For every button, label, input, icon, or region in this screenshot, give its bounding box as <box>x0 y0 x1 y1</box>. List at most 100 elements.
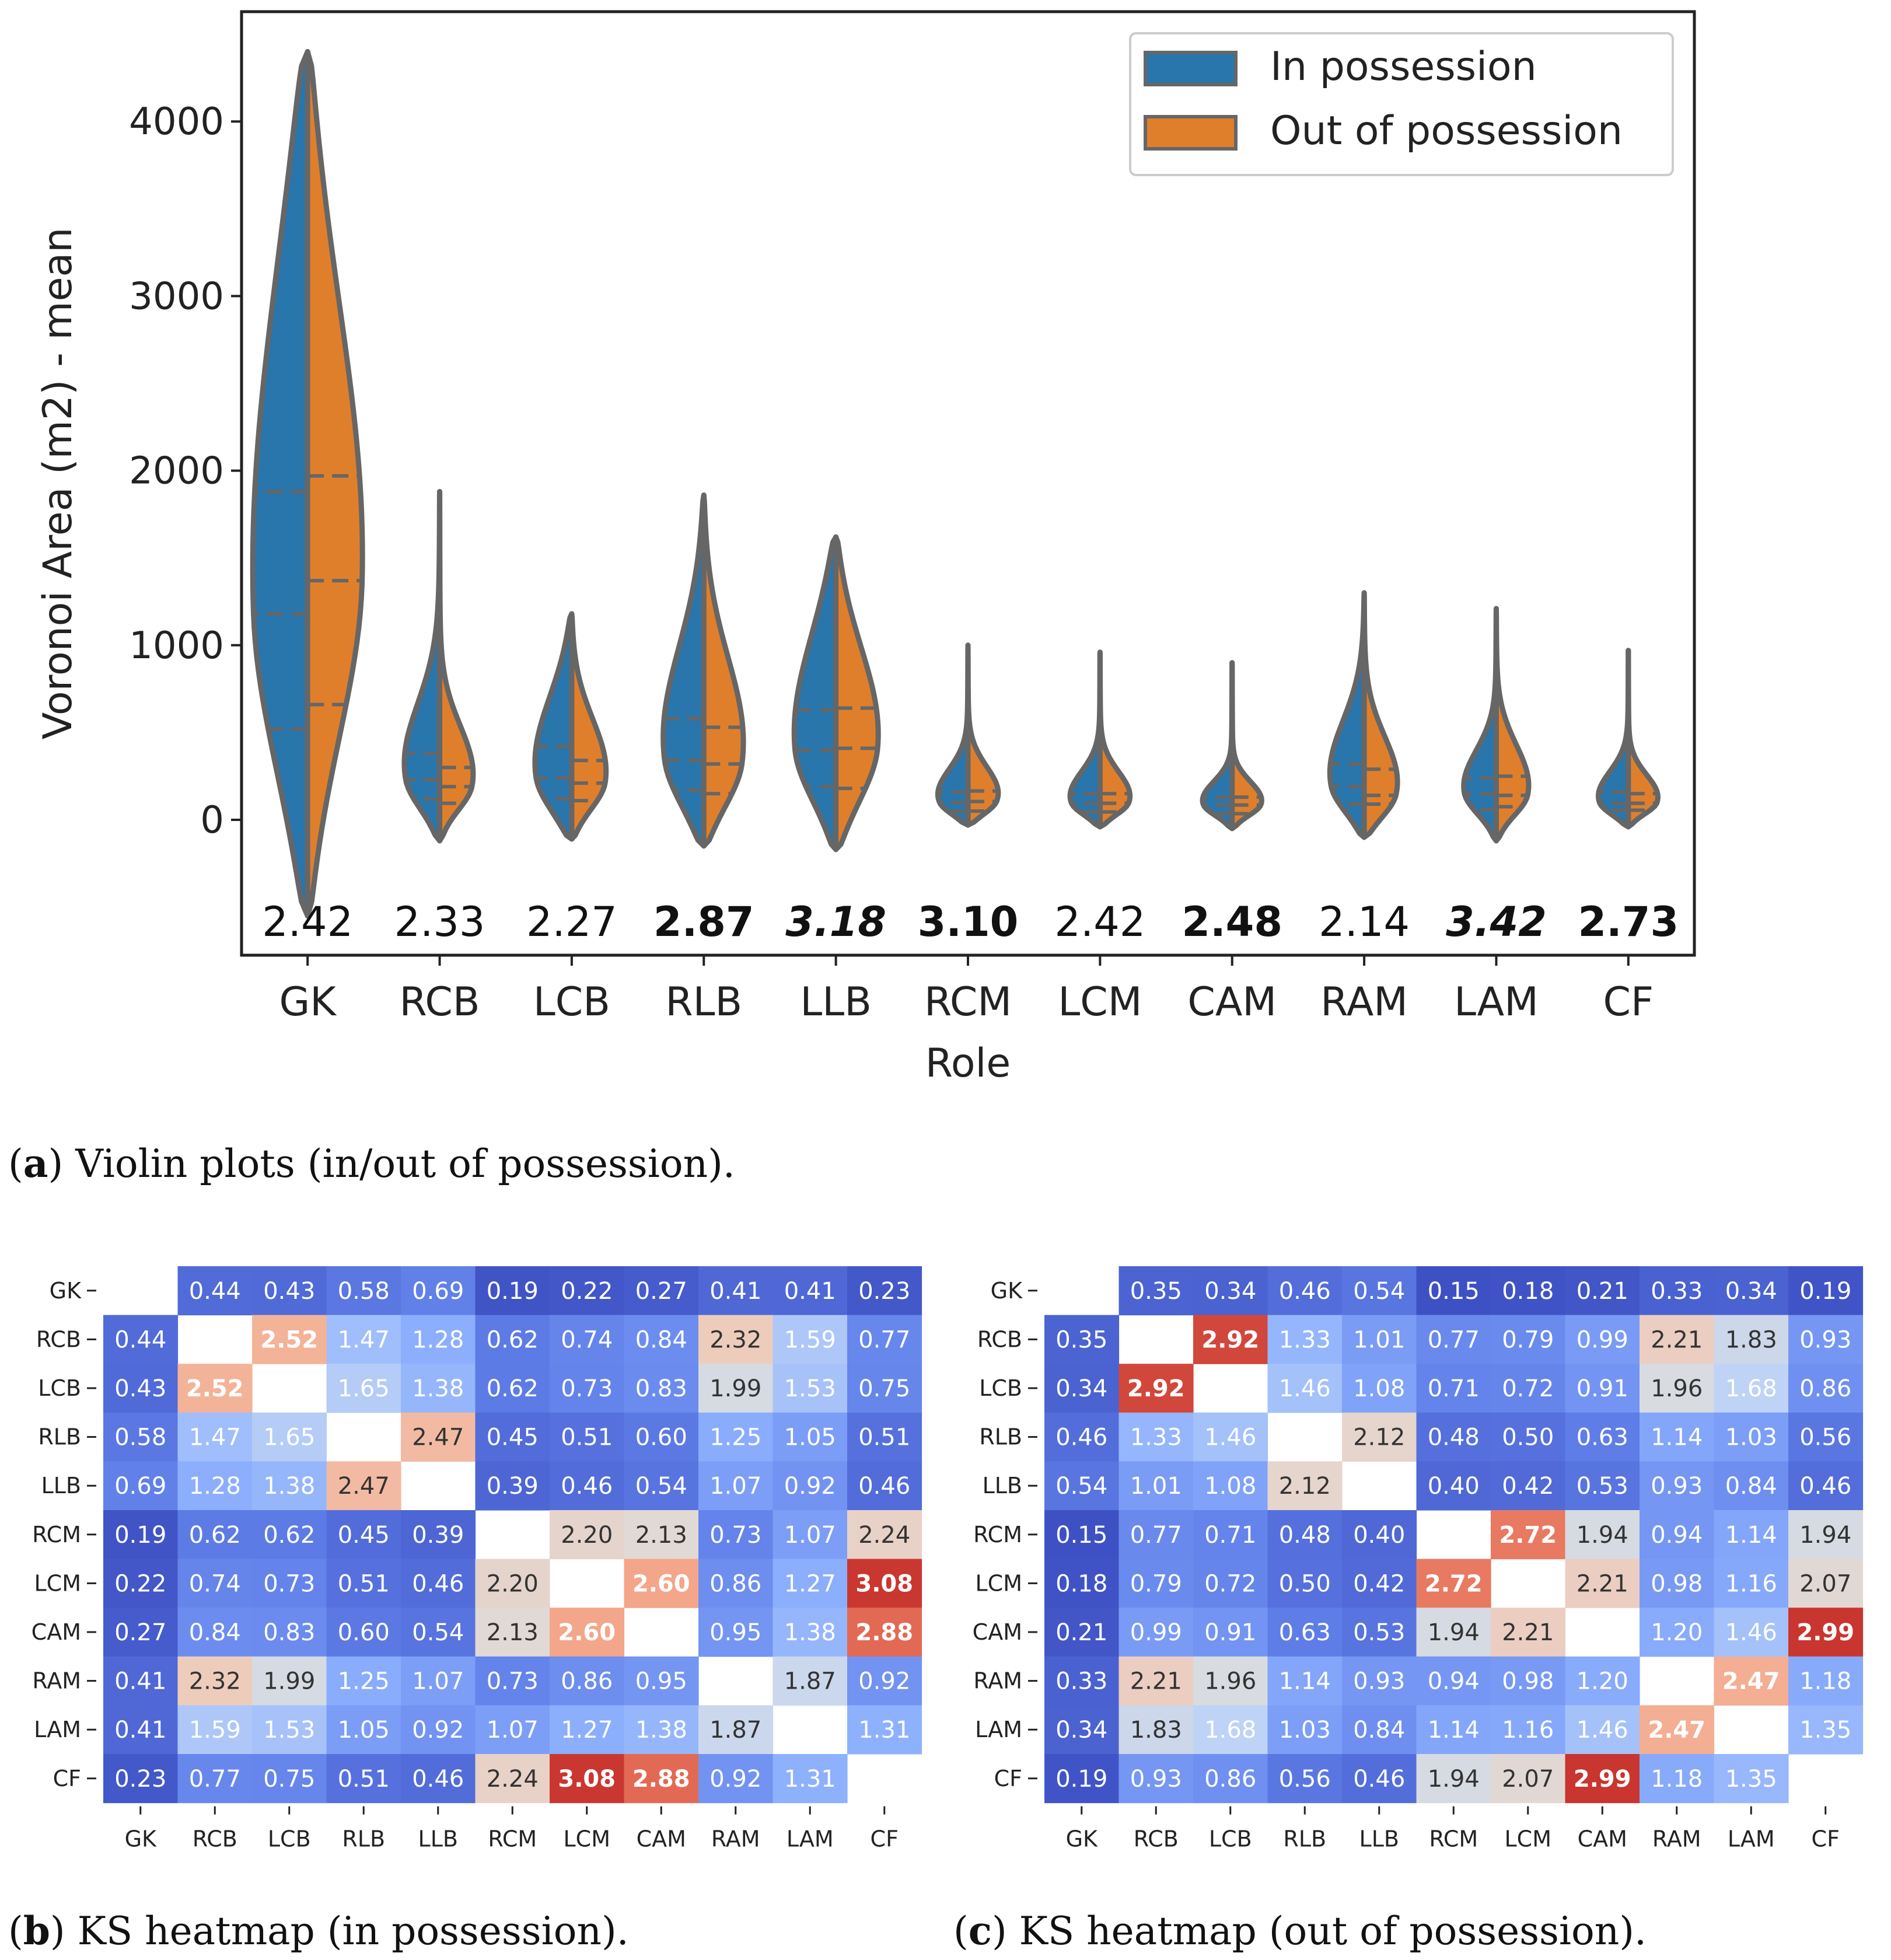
heatmap-cell <box>1044 1705 1120 1755</box>
heatmap-cell-value: 2.13 <box>635 1522 687 1549</box>
heatmap-cell <box>1044 1461 1120 1511</box>
heatmap-cell <box>1342 1559 1417 1608</box>
heatmap-cell-value: 0.56 <box>1279 1766 1331 1793</box>
heatmap-cell <box>1491 1608 1566 1657</box>
heatmap-cell-value: 0.62 <box>263 1522 315 1549</box>
in-possession-violin-half <box>1067 649 1103 830</box>
heatmap-cell-value: 1.07 <box>709 1473 761 1500</box>
heatmap-cell <box>177 1364 253 1413</box>
heatmap-cell <box>1118 1656 1194 1706</box>
heatmap-cell <box>401 1315 476 1364</box>
heatmap-cell <box>401 1412 476 1462</box>
heatmap-cell <box>847 1656 922 1706</box>
heatmap-cell <box>1118 1266 1194 1316</box>
heatmap-cell <box>1565 1266 1640 1316</box>
heatmap-cell <box>1416 1364 1491 1413</box>
heatmap-cell <box>1788 1705 1864 1755</box>
col-label-rlb: RLB <box>1283 1826 1326 1852</box>
heatmap-cell <box>1565 1705 1640 1755</box>
heatmap-cell-value: 0.51 <box>338 1766 390 1793</box>
caption-b: (b) KS heatmap (in possession). <box>8 1908 629 1954</box>
heatmap-cell <box>1342 1510 1417 1560</box>
heatmap-cell-value: 0.74 <box>561 1326 613 1353</box>
heatmap-cell <box>624 1705 699 1755</box>
heatmap-cell <box>326 1656 401 1706</box>
heatmap-cell <box>624 1364 699 1413</box>
heatmap-cell <box>103 1754 179 1804</box>
heatmap-cell <box>1044 1656 1120 1706</box>
heatmap-cell <box>326 1608 401 1657</box>
y-tick-label: 1000 <box>129 624 224 668</box>
heatmap-cell-value: 0.53 <box>1353 1619 1405 1646</box>
col-label-rcb: RCB <box>193 1826 237 1852</box>
y-axis-label: Voronoi Area (m2) - mean <box>35 228 81 739</box>
heatmap-cell <box>1267 1754 1343 1804</box>
heatmap-cell-value: 0.71 <box>1204 1522 1256 1549</box>
ks-annotation-gk: 2.42 <box>262 898 353 946</box>
col-label-rcm: RCM <box>1429 1826 1478 1852</box>
heatmap-cell <box>1342 1754 1417 1804</box>
heatmap-cell <box>1342 1315 1417 1364</box>
heatmap-cell <box>1342 1656 1417 1706</box>
heatmap-cell <box>475 1559 550 1608</box>
heatmap-cell <box>177 1656 253 1706</box>
heatmap-cell <box>1267 1461 1343 1511</box>
x-tick-label-rlb: RLB <box>665 979 742 1025</box>
heatmap-cell-value: 0.46 <box>1055 1424 1107 1451</box>
heatmap-cell-value: 0.95 <box>709 1619 761 1646</box>
heatmap-cell <box>177 1510 253 1560</box>
heatmap-cell <box>252 1266 327 1316</box>
heatmap-cell-value: 0.51 <box>561 1424 613 1451</box>
heatmap-cell-value: 0.86 <box>1799 1375 1851 1402</box>
heatmap-cell <box>1788 1315 1864 1364</box>
ks-annotation-cam: 2.48 <box>1182 898 1282 946</box>
heatmap-cell <box>1565 1315 1640 1364</box>
heatmap-cell-value: 0.46 <box>412 1766 464 1793</box>
heatmap-cell-value: 0.40 <box>1353 1522 1405 1549</box>
plot-frame <box>240 10 1696 957</box>
heatmap-cell-value: 0.54 <box>1055 1473 1107 1500</box>
col-label-cam: CAM <box>637 1826 686 1852</box>
heatmap-cell <box>103 1656 179 1706</box>
heatmap-cell <box>1044 1315 1120 1364</box>
heatmap-cell-value: 1.47 <box>189 1424 241 1451</box>
heatmap-cell <box>401 1656 476 1706</box>
heatmap-cell <box>326 1754 401 1804</box>
heatmap-cell-value: 2.21 <box>1502 1619 1554 1646</box>
heatmap-cell <box>1491 1705 1566 1755</box>
heatmap-cell-value: 2.12 <box>1353 1424 1405 1451</box>
heatmap-cell-value: 0.46 <box>858 1473 910 1500</box>
legend: In possession Out of possession <box>1129 32 1674 176</box>
heatmap-cell <box>1044 1608 1120 1657</box>
out-possession-violin-half <box>305 49 365 919</box>
ks-annotation-rlb: 2.87 <box>653 898 754 946</box>
heatmap-cell <box>698 1461 774 1511</box>
heatmap-cell-value: 0.44 <box>189 1278 241 1305</box>
heatmap-cell <box>1788 1266 1864 1316</box>
heatmap-cell <box>698 1608 774 1657</box>
heatmap-cell-value: 0.95 <box>635 1668 687 1695</box>
col-label-llb: LLB <box>418 1826 458 1852</box>
heatmap-cell <box>177 1559 253 1608</box>
out-possession-violin-half <box>1097 649 1133 830</box>
row-label-cf: CF <box>53 1766 81 1791</box>
heatmap-cell <box>773 1315 848 1364</box>
heatmap-cell <box>475 1364 550 1413</box>
heatmap-cell <box>1118 1559 1194 1608</box>
heatmap-cell-value: 0.19 <box>114 1522 166 1549</box>
in-possession-violin-half <box>401 489 443 844</box>
heatmap-cell <box>252 1705 327 1755</box>
heatmap-cell-value: 0.91 <box>1577 1375 1628 1402</box>
heatmap-cell-value: 0.86 <box>561 1668 613 1695</box>
heatmap-cell <box>1416 1559 1491 1608</box>
heatmap-cell-value: 0.43 <box>114 1375 166 1402</box>
heatmap-cell <box>1342 1364 1417 1413</box>
heatmap-cell <box>1416 1656 1491 1706</box>
heatmap-cell-value: 2.99 <box>1796 1619 1854 1646</box>
heatmap-cell <box>1342 1412 1417 1462</box>
heatmap-cell-value: 0.71 <box>1428 1375 1480 1402</box>
col-label-llb: LLB <box>1359 1826 1399 1852</box>
heatmap-cell <box>847 1510 922 1560</box>
heatmap-cell <box>1342 1266 1417 1316</box>
